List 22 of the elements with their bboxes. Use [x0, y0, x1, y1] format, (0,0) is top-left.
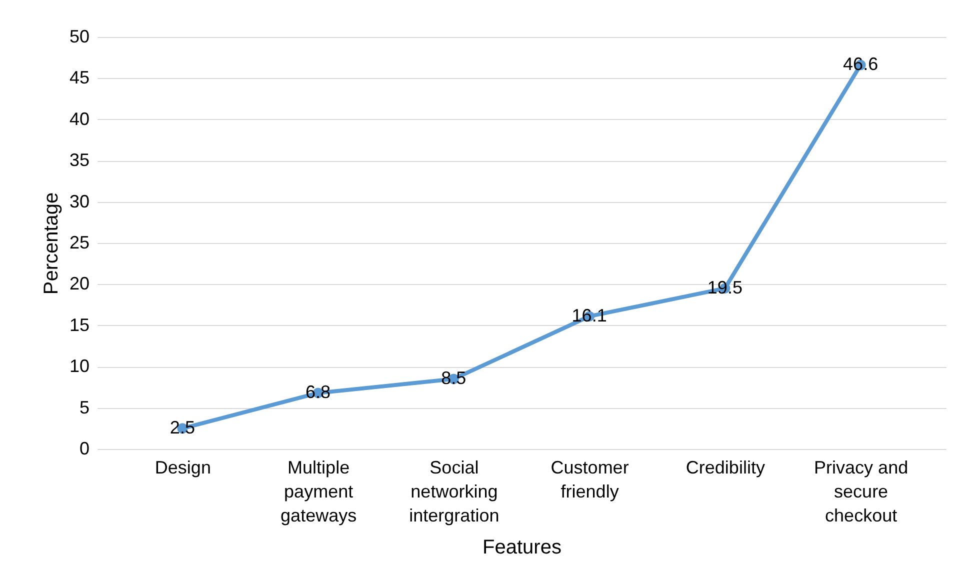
x-axis-title: Features	[482, 536, 562, 558]
x-tick-label: Customer friendly	[550, 458, 629, 502]
x-tick-label: Multiple payment gateways	[280, 458, 357, 526]
y-tick-label: 20	[69, 274, 90, 294]
data-label: 19.5	[707, 277, 742, 298]
y-tick-label: 45	[69, 68, 90, 88]
data-label: 16.1	[572, 305, 607, 326]
y-tick-label: 35	[69, 150, 90, 170]
x-tick-label: Privacy and secure checkout	[814, 458, 908, 526]
y-tick-label: 25	[69, 232, 90, 252]
x-tick-label: Social networking intergration	[409, 458, 500, 526]
y-tick-label: 0	[79, 438, 90, 458]
y-tick-label: 50	[69, 26, 90, 46]
y-tick-label: 5	[79, 397, 90, 418]
y-tick-label: 15	[69, 314, 90, 335]
x-tick-label: Credibility	[686, 458, 765, 478]
x-tick-label: Design	[154, 458, 211, 478]
y-axis-title: Percentage	[40, 192, 62, 295]
y-tick-label: 10	[69, 356, 90, 376]
data-label: 2.5	[170, 417, 195, 438]
y-tick-label: 30	[69, 191, 90, 212]
y-tick-label: 40	[69, 108, 90, 129]
